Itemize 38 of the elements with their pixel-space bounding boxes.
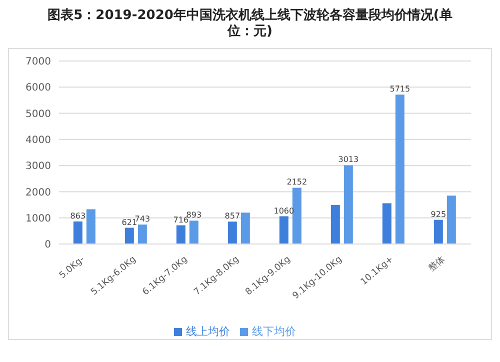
bar <box>446 196 456 244</box>
chart-title: 图表5：2019-2020年中国洗衣机线上线下波轮各容量段均价情况(单位：元) <box>46 8 454 40</box>
y-tick-label: 6000 <box>26 82 51 94</box>
bar <box>124 228 134 244</box>
bar <box>86 209 96 244</box>
data-label: 621 <box>122 218 138 227</box>
legend-label: 线上均价 <box>186 325 230 338</box>
bar <box>330 205 340 244</box>
y-tick-label: 7000 <box>26 56 51 68</box>
bar <box>73 221 82 244</box>
bar <box>395 94 404 244</box>
bar <box>292 188 302 244</box>
y-tick-label: 5000 <box>26 108 51 120</box>
data-label: 925 <box>430 210 446 219</box>
data-label: 743 <box>134 214 150 224</box>
data-label: 893 <box>186 210 202 220</box>
y-tick-label: 0 <box>44 240 51 251</box>
x-tick-label: 整体 <box>426 254 448 274</box>
bar <box>228 222 237 244</box>
data-label: 857 <box>224 212 240 221</box>
bar <box>344 165 353 244</box>
data-label: 5715 <box>390 84 410 94</box>
bar <box>382 203 392 244</box>
bar <box>240 212 250 244</box>
data-label: 863 <box>70 211 86 220</box>
y-tick-label: 4000 <box>26 134 51 146</box>
data-label: 2152 <box>286 178 308 187</box>
bar <box>176 225 186 244</box>
y-tick-label: 1000 <box>26 213 51 224</box>
bar <box>189 220 198 244</box>
bar <box>434 220 443 244</box>
data-label: 3013 <box>338 155 359 164</box>
y-tick-label: 2000 <box>26 187 51 198</box>
data-label: 716 <box>173 215 189 224</box>
legend-label: 线下均价 <box>252 325 296 338</box>
bar <box>138 224 147 244</box>
y-tick-label: 3000 <box>26 161 51 172</box>
bar <box>279 216 288 244</box>
